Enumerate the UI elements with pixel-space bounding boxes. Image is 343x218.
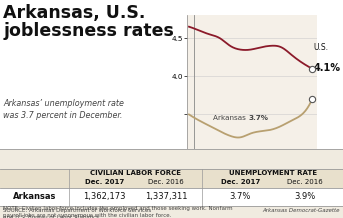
Text: 1,362,173: 1,362,173 (83, 192, 126, 201)
Bar (0, 188, 343, 206)
Text: U.S.: U.S. (314, 43, 329, 52)
Text: Arkansas’ unemployment rate
was 3.7 percent in December.: Arkansas’ unemployment rate was 3.7 perc… (3, 99, 124, 120)
Text: SOURCE: Arkansas Department of Workforce Services
and U.S. Bureau of Labor Stati: SOURCE: Arkansas Department of Workforce… (3, 208, 152, 218)
Text: Dec. 2017: Dec. 2017 (221, 179, 260, 185)
Text: UNEMPLOYMENT RATE: UNEMPLOYMENT RATE (229, 170, 317, 176)
Text: 1,337,311: 1,337,311 (145, 192, 188, 201)
Text: Dec. 2017: Dec. 2017 (85, 179, 125, 185)
Text: 3.7%: 3.7% (249, 115, 269, 121)
Text: Dec. 2016: Dec. 2016 (149, 179, 184, 185)
Text: 3.7%: 3.7% (230, 192, 251, 201)
Text: Arkansas: Arkansas (213, 115, 249, 121)
Text: CIVILIAN LABOR FORCE: CIVILIAN LABOR FORCE (90, 170, 181, 176)
Text: Arkansas, U.S.
joblessness rates: Arkansas, U.S. joblessness rates (3, 4, 174, 40)
Text: Dec. 2016: Dec. 2016 (287, 179, 323, 185)
Text: 3.9%: 3.9% (294, 192, 316, 201)
Bar (0, 169, 343, 188)
Text: 4.1%: 4.1% (314, 63, 341, 73)
Text: NOTE: Civilian labor force includes the employed and those seeking work. Nonfarm: NOTE: Civilian labor force includes the … (3, 206, 233, 218)
Text: Arkansas Democrat-Gazette: Arkansas Democrat-Gazette (262, 208, 340, 213)
Text: Arkansas: Arkansas (13, 192, 56, 201)
